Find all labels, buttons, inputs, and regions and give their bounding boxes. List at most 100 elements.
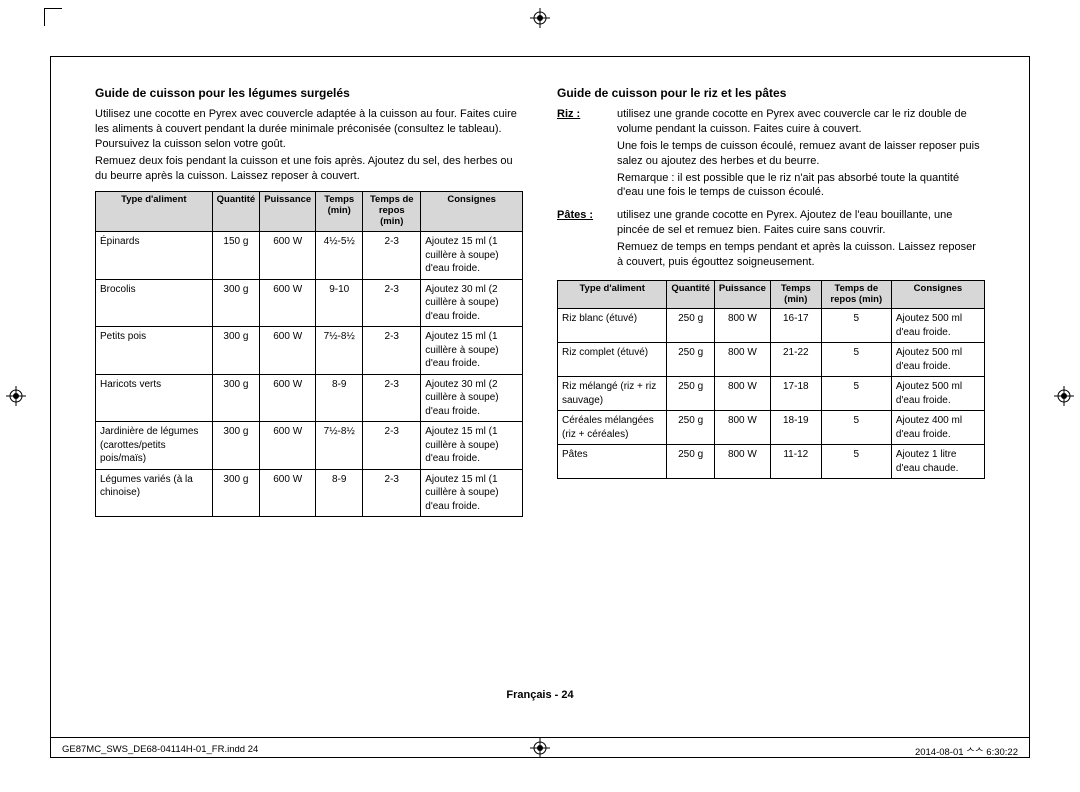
cell-note: Ajoutez 30 ml (2 cuillère à soupe) d'eau… [421, 374, 523, 422]
table-row: Riz blanc (étuvé)250 g800 W16-175Ajoutez… [558, 309, 985, 343]
content-columns: Guide de cuisson pour les légumes surgel… [51, 57, 1029, 527]
pates-term: Pâtes : [557, 208, 617, 271]
table-row: Riz mélangé (riz + riz sauvage)250 g800 … [558, 377, 985, 411]
cell-pwr: 600 W [260, 279, 316, 327]
cell-food: Riz complet (étuvé) [558, 343, 667, 377]
cell-note: Ajoutez 15 ml (1 cuillère à soupe) d'eau… [421, 422, 523, 470]
cell-rest: 5 [821, 343, 891, 377]
col-power: Puissance [260, 192, 316, 232]
right-column: Guide de cuisson pour le riz et les pâte… [557, 85, 985, 517]
cell-rest: 2-3 [363, 422, 421, 470]
cell-pwr: 600 W [260, 469, 316, 517]
cell-note: Ajoutez 500 ml d'eau froide. [891, 377, 984, 411]
riz-text: utilisez une grande cocotte en Pyrex ave… [617, 107, 985, 137]
cell-qty: 250 g [667, 343, 715, 377]
left-heading: Guide de cuisson pour les légumes surgel… [95, 85, 523, 101]
pates-text: Remuez de temps en temps pendant et aprè… [617, 240, 985, 270]
registration-mark-icon [530, 8, 550, 28]
cell-time: 4½-5½ [316, 232, 363, 280]
col-rest: Temps de repos (min) [363, 192, 421, 232]
intro-text: Remuez deux fois pendant la cuisson et u… [95, 154, 523, 184]
col-qty: Quantité [667, 280, 715, 309]
cell-rest: 2-3 [363, 232, 421, 280]
cell-pwr: 600 W [260, 374, 316, 422]
cell-qty: 250 g [667, 411, 715, 445]
riz-definition: Riz : utilisez une grande cocotte en Pyr… [557, 107, 985, 202]
table-header-row: Type d'aliment Quantité Puissance Temps … [96, 192, 523, 232]
cell-rest: 2-3 [363, 469, 421, 517]
riz-body: utilisez une grande cocotte en Pyrex ave… [617, 107, 985, 202]
cell-rest: 2-3 [363, 327, 421, 375]
cell-pwr: 800 W [714, 343, 770, 377]
cell-time: 8-9 [316, 469, 363, 517]
cell-pwr: 600 W [260, 327, 316, 375]
left-intro: Utilisez une cocotte en Pyrex avec couve… [95, 107, 523, 183]
table-row: Jardinière de légumes (carottes/petits p… [96, 422, 523, 470]
cell-food: Céréales mélangées (riz + céréales) [558, 411, 667, 445]
cell-time: 8-9 [316, 374, 363, 422]
page-number: Français - 24 [51, 689, 1029, 701]
table-row: Légumes variés (à la chinoise)300 g600 W… [96, 469, 523, 517]
cell-qty: 300 g [212, 279, 260, 327]
intro-text: Utilisez une cocotte en Pyrex avec couve… [95, 107, 523, 152]
cell-food: Pâtes [558, 445, 667, 479]
table-row: Épinards150 g600 W4½-5½2-3Ajoutez 15 ml … [96, 232, 523, 280]
crop-mark [44, 8, 62, 26]
pates-text: utilisez une grande cocotte en Pyrex. Aj… [617, 208, 985, 238]
pates-definition: Pâtes : utilisez une grande cocotte en P… [557, 208, 985, 271]
riz-term: Riz : [557, 107, 617, 202]
cell-food: Épinards [96, 232, 213, 280]
pates-body: utilisez une grande cocotte en Pyrex. Aj… [617, 208, 985, 271]
cell-pwr: 800 W [714, 377, 770, 411]
cell-food: Riz blanc (étuvé) [558, 309, 667, 343]
cell-qty: 300 g [212, 469, 260, 517]
table-row: Pâtes250 g800 W11-125Ajoutez 1 litre d'e… [558, 445, 985, 479]
cell-time: 7½-8½ [316, 327, 363, 375]
definitions: Riz : utilisez une grande cocotte en Pyr… [557, 107, 985, 271]
riz-text: Une fois le temps de cuisson écoulé, rem… [617, 139, 985, 169]
cell-rest: 2-3 [363, 279, 421, 327]
cell-rest: 5 [821, 309, 891, 343]
cell-qty: 300 g [212, 422, 260, 470]
col-qty: Quantité [212, 192, 260, 232]
cell-pwr: 800 W [714, 445, 770, 479]
cell-food: Petits pois [96, 327, 213, 375]
col-note: Consignes [421, 192, 523, 232]
table-row: Petits pois300 g600 W7½-8½2-3Ajoutez 15 … [96, 327, 523, 375]
table-row: Riz complet (étuvé)250 g800 W21-225Ajout… [558, 343, 985, 377]
col-time: Temps (min) [316, 192, 363, 232]
left-column: Guide de cuisson pour les légumes surgel… [95, 85, 523, 517]
cell-time: 18-19 [770, 411, 821, 445]
cell-qty: 250 g [667, 309, 715, 343]
cell-note: Ajoutez 15 ml (1 cuillère à soupe) d'eau… [421, 232, 523, 280]
cell-time: 7½-8½ [316, 422, 363, 470]
col-power: Puissance [714, 280, 770, 309]
cell-time: 9-10 [316, 279, 363, 327]
col-food: Type d'aliment [558, 280, 667, 309]
cell-time: 16-17 [770, 309, 821, 343]
rice-pasta-table: Type d'aliment Quantité Puissance Temps … [557, 280, 985, 480]
cell-pwr: 800 W [714, 411, 770, 445]
cell-qty: 250 g [667, 377, 715, 411]
cell-qty: 300 g [212, 374, 260, 422]
cell-food: Brocolis [96, 279, 213, 327]
table-row: Céréales mélangées (riz + céréales)250 g… [558, 411, 985, 445]
registration-mark-icon [1054, 386, 1074, 406]
cell-note: Ajoutez 15 ml (1 cuillère à soupe) d'eau… [421, 327, 523, 375]
cell-note: Ajoutez 15 ml (1 cuillère à soupe) d'eau… [421, 469, 523, 517]
registration-mark-icon [6, 386, 26, 406]
col-food: Type d'aliment [96, 192, 213, 232]
col-note: Consignes [891, 280, 984, 309]
cell-time: 21-22 [770, 343, 821, 377]
cell-rest: 2-3 [363, 374, 421, 422]
cell-time: 17-18 [770, 377, 821, 411]
cell-food: Jardinière de légumes (carottes/petits p… [96, 422, 213, 470]
cell-qty: 150 g [212, 232, 260, 280]
cell-food: Riz mélangé (riz + riz sauvage) [558, 377, 667, 411]
cell-qty: 250 g [667, 445, 715, 479]
cell-time: 11-12 [770, 445, 821, 479]
cell-note: Ajoutez 400 ml d'eau froide. [891, 411, 984, 445]
cell-note: Ajoutez 500 ml d'eau froide. [891, 309, 984, 343]
cell-rest: 5 [821, 445, 891, 479]
cell-food: Légumes variés (à la chinoise) [96, 469, 213, 517]
